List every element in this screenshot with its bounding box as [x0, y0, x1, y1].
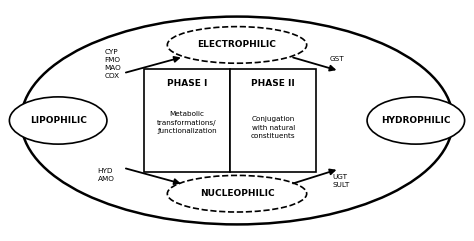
- Ellipse shape: [167, 27, 307, 63]
- FancyBboxPatch shape: [144, 68, 230, 173]
- Ellipse shape: [167, 175, 307, 212]
- Text: GST: GST: [330, 56, 345, 62]
- Text: PHASE I: PHASE I: [167, 79, 207, 88]
- FancyBboxPatch shape: [230, 68, 316, 173]
- Text: HYDROPHILIC: HYDROPHILIC: [381, 116, 451, 125]
- Text: PHASE II: PHASE II: [251, 79, 295, 88]
- Text: Metabolic
transformations/
ƒunctionalization: Metabolic transformations/ ƒunctionaliza…: [157, 111, 217, 134]
- Text: UGT
SULT: UGT SULT: [332, 174, 349, 188]
- Text: Conjugation
with natural
constituents: Conjugation with natural constituents: [251, 116, 296, 139]
- Text: CYP
FMO
MAO
COX: CYP FMO MAO COX: [105, 49, 121, 79]
- Text: HYD
AMO: HYD AMO: [98, 168, 115, 182]
- Ellipse shape: [367, 97, 465, 144]
- Text: NUCLEOPHILIC: NUCLEOPHILIC: [200, 189, 274, 198]
- Text: LIPOPHILIC: LIPOPHILIC: [30, 116, 87, 125]
- Ellipse shape: [9, 97, 107, 144]
- Text: ELECTROPHILIC: ELECTROPHILIC: [198, 40, 276, 49]
